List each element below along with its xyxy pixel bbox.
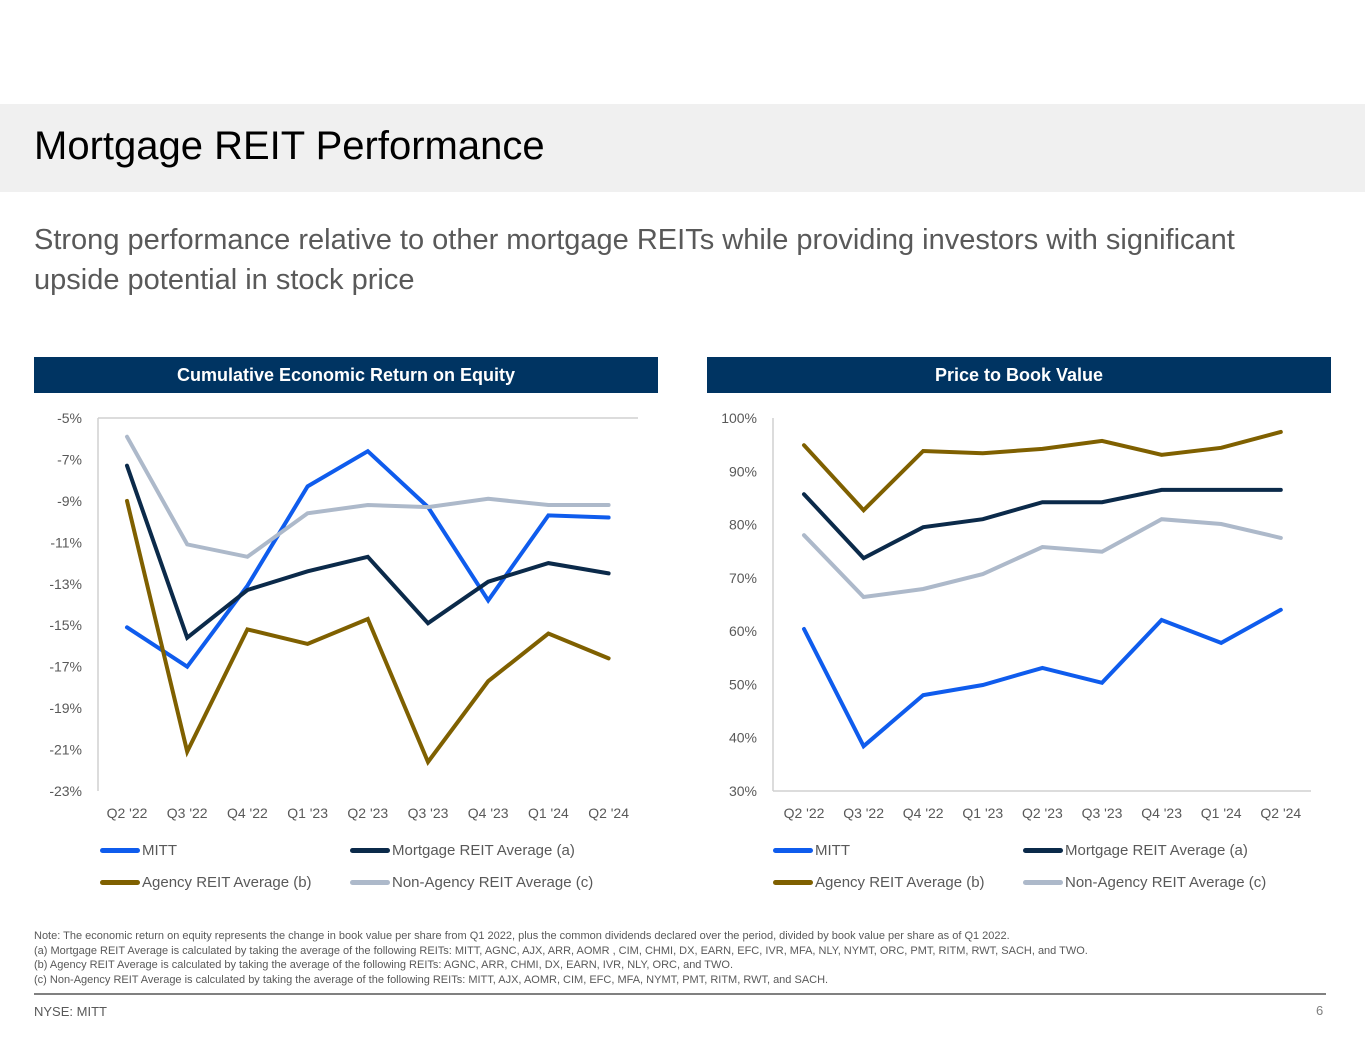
legend-item-agency-reit-average-b: Agency REIT Average (b) xyxy=(100,874,312,891)
x-tick-label: Q3 '23 xyxy=(408,805,449,821)
series-line-non-agency-reit-average-c xyxy=(802,517,1283,600)
chart-header-economic-return: Cumulative Economic Return on Equity xyxy=(34,357,658,393)
chart-price-to-book: 100% 90% 80% 70% 60% 50% 40% 30% Q2 '22 Q3 '22 Q4 … xyxy=(721,410,1311,821)
legend-item-non-agency-reit-average-c: Non-Agency REIT Average (c) xyxy=(350,874,593,891)
legend-item-mortgage-reit-average-a: Mortgage REIT Average (a) xyxy=(1023,842,1248,859)
x-tick-label: Q1 '24 xyxy=(528,805,569,821)
x-tick-label: Q2 '22 xyxy=(784,805,825,821)
y-tick-label: -13% xyxy=(49,576,82,592)
page-subtitle: Strong performance relative to other mor… xyxy=(34,224,1235,296)
x-tick-label: Q3 '22 xyxy=(167,805,208,821)
series-line-mitt xyxy=(802,607,1283,750)
legend-label: Mortgage REIT Average (a) xyxy=(1065,842,1248,859)
legend-swatch xyxy=(100,880,140,885)
series-line-non-agency-reit-average-c xyxy=(125,434,611,559)
x-tick-label: Q2 '24 xyxy=(1260,805,1301,821)
x-tick-label: Q4 '22 xyxy=(227,805,268,821)
page-number: 6 xyxy=(1316,1003,1324,1018)
x-tick-label: Q1 '24 xyxy=(1201,805,1242,821)
title-band xyxy=(0,104,1365,192)
y-tick-label: -7% xyxy=(57,451,82,467)
y-tick-label: -21% xyxy=(49,742,82,758)
legend-label: Non-Agency REIT Average (c) xyxy=(392,874,594,891)
footer-divider xyxy=(34,993,1326,995)
x-tick-label: Q2 '24 xyxy=(588,805,629,821)
series-line-mitt xyxy=(125,448,611,670)
footnotes: Note: The economic return on equity repr… xyxy=(34,929,1088,987)
series-line-mortgage-reit-average-a xyxy=(125,463,611,642)
x-tick-label: Q3 '23 xyxy=(1082,805,1123,821)
x-tick-label: Q4 '22 xyxy=(903,805,944,821)
y-tick-label: -17% xyxy=(49,659,82,675)
y-tick-label: 60% xyxy=(729,623,757,639)
footnote-b: (b) Agency REIT Average is calculated by… xyxy=(34,959,733,971)
footer-ticker: NYSE: MITT xyxy=(34,1004,107,1019)
legend-swatch xyxy=(1023,848,1063,853)
y-tick-label: -19% xyxy=(49,700,82,716)
legend-swatch xyxy=(100,848,140,853)
legend-label: MITT xyxy=(142,842,177,859)
y-tick-label: -5% xyxy=(57,410,82,426)
y-tick-label: -11% xyxy=(50,534,82,550)
series-line-agency-reit-average-b xyxy=(802,429,1283,514)
x-tick-label: Q4 '23 xyxy=(1141,805,1182,821)
page-title: Mortgage REIT Performance xyxy=(34,124,545,168)
legend-item-non-agency-reit-average-c: Non-Agency REIT Average (c) xyxy=(1023,874,1266,891)
legend-item-agency-reit-average-b: Agency REIT Average (b) xyxy=(773,874,985,891)
x-tick-label: Q2 '23 xyxy=(1022,805,1063,821)
y-tick-label: 80% xyxy=(729,517,757,533)
y-tick-label: -15% xyxy=(49,617,82,633)
legend-item-mitt: MITT xyxy=(773,842,850,859)
legend-item-mortgage-reit-average-a: Mortgage REIT Average (a) xyxy=(350,842,575,859)
legend-label: Agency REIT Average (b) xyxy=(815,874,985,891)
y-tick-label: 50% xyxy=(729,676,757,692)
legend-label: Non-Agency REIT Average (c) xyxy=(1065,874,1267,891)
legend-label: Mortgage REIT Average (a) xyxy=(392,842,575,859)
series-line-agency-reit-average-b xyxy=(125,498,611,766)
y-tick-label: 40% xyxy=(729,730,757,746)
x-tick-label: Q1 '23 xyxy=(287,805,328,821)
footnote-c: (c) Non-Agency REIT Average is calculate… xyxy=(34,973,829,986)
y-tick-label: 100% xyxy=(721,410,757,426)
legend-swatch xyxy=(773,848,813,853)
legend-economic-return: MITT Mortgage REIT Average (a) Agency REIT… xyxy=(100,842,660,902)
x-tick-label: Q1 '23 xyxy=(962,805,1003,821)
legend-price-to-book: MITT Mortgage REIT Average (a) Agency REIT… xyxy=(773,842,1333,902)
y-tick-label: -23% xyxy=(49,783,82,799)
y-tick-label: 30% xyxy=(729,783,757,799)
legend-swatch xyxy=(350,880,390,885)
legend-swatch xyxy=(350,848,390,853)
x-tick-label: Q2 '23 xyxy=(347,805,388,821)
series-line-mortgage-reit-average-a xyxy=(802,487,1283,561)
chart-header-price-to-book: Price to Book Value xyxy=(707,357,1331,393)
footnote-a: (a) Mortgage REIT Average is calculated … xyxy=(34,944,1088,957)
legend-label: MITT xyxy=(815,842,850,859)
y-tick-label: -9% xyxy=(57,493,82,509)
x-tick-label: Q4 '23 xyxy=(468,805,509,821)
x-tick-label: Q3 '22 xyxy=(843,805,884,821)
x-tick-label: Q2 '22 xyxy=(107,805,148,821)
legend-swatch xyxy=(1023,880,1063,885)
legend-item-mitt: MITT xyxy=(100,842,177,859)
footnote-note: Note: The economic return on equity repr… xyxy=(34,930,1010,942)
legend-swatch xyxy=(773,880,813,885)
chart-economic-return: -5% -7% -9% -11% -13% -15% -17% -19% -21% -23% Q2 … xyxy=(49,410,638,821)
y-tick-label: 70% xyxy=(729,570,757,586)
legend-label: Agency REIT Average (b) xyxy=(142,874,312,891)
y-tick-label: 90% xyxy=(729,463,757,479)
